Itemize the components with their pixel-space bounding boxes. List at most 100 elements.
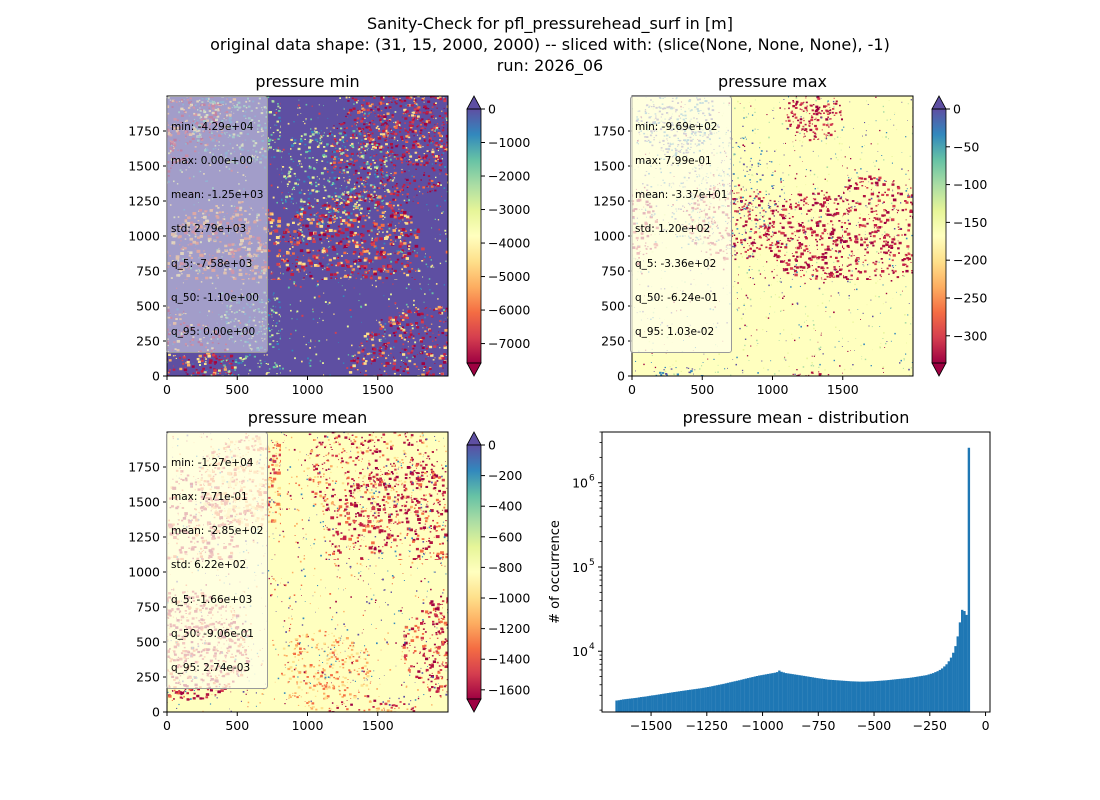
histogram-bar [887, 680, 890, 712]
histogram-bar [662, 693, 665, 712]
histogram-bar [731, 681, 734, 712]
histogram-bar [954, 646, 957, 712]
x-tick-label: 1500 [362, 718, 394, 733]
colorbar-gradient [932, 109, 946, 363]
histogram-bar [746, 678, 750, 712]
colorbar-frame [466, 444, 482, 700]
colorbar-tick-label: −100 [953, 177, 987, 192]
histogram-bar [677, 691, 681, 712]
histogram-y-tick-label: 10 [572, 644, 588, 659]
pressure-max-x-ticks: 0 500 1000 1500 [628, 376, 859, 397]
histogram-x-tick-label: −1500 [630, 718, 672, 733]
colorbar-tick-label: 0 [488, 438, 496, 453]
colorbar-frame [931, 108, 947, 364]
histogram-y-tick-label: 10 [572, 560, 588, 575]
stat-line: q_5: -3.36e+02 [635, 257, 717, 270]
y-tick-label: 500 [136, 635, 160, 650]
colorbar-tick-label: −200 [488, 468, 522, 483]
y-tick-label: 750 [136, 600, 160, 615]
histogram-bar [688, 689, 692, 712]
histogram-bar [749, 677, 752, 712]
histogram-bar [657, 694, 661, 712]
histogram-bar [965, 614, 968, 712]
colorbar-tick-label: −4000 [488, 236, 530, 251]
histogram-bar [851, 681, 855, 712]
histogram-bar [882, 680, 886, 712]
histogram-bar [713, 685, 716, 712]
histogram-bar [891, 679, 895, 712]
histogram-bar [956, 636, 959, 712]
histogram-bar [811, 677, 814, 712]
histogram-bar [867, 681, 870, 712]
histogram-x-ticks: −1500 −1250 −1000 −750 −500 −250 0 [630, 712, 990, 733]
pressure-min-x-ticks: 0 500 1000 1500 [163, 376, 394, 397]
histogram-x-tick-label: −250 [913, 718, 947, 733]
pressure-min-colorbar: 0 −1000 −2000 −3000 −4000 −5000 −6000 −7000 [466, 95, 530, 377]
histogram-bar [720, 684, 723, 712]
histogram-bar [630, 698, 634, 712]
colorbar-tick-label: −2000 [488, 169, 530, 184]
histogram-bar [807, 676, 810, 712]
x-tick-label: 500 [225, 382, 249, 397]
histogram-bar [762, 674, 765, 712]
stat-line: q_50: -1.10e+00 [171, 291, 259, 304]
histogram-bar [920, 675, 924, 712]
histogram-bar [639, 697, 643, 712]
x-tick-label: 500 [690, 382, 714, 397]
histogram-y-tick-exponent: 5 [589, 558, 595, 568]
colorbar-tick-label: −400 [488, 499, 522, 514]
histogram-bar [738, 680, 741, 712]
histogram-bar [816, 678, 819, 712]
histogram-bar [617, 700, 620, 712]
histogram-x-tick-label: −750 [801, 718, 835, 733]
histogram-bar [909, 677, 913, 712]
histogram-x-tick-label: −1000 [741, 718, 783, 733]
histogram-bar [967, 447, 971, 712]
histogram-bar [733, 681, 736, 712]
histogram-bar [780, 671, 783, 712]
x-tick-label: 0 [163, 382, 171, 397]
colorbar-tick-label: −1400 [488, 652, 530, 667]
y-tick-label: 0 [152, 369, 160, 384]
stat-line: q_50: -6.24e-01 [635, 291, 718, 304]
histogram-bar [958, 622, 962, 712]
histogram-bar [695, 688, 699, 712]
histogram-bar [682, 690, 685, 712]
y-tick-label: 1750 [593, 124, 625, 139]
stat-line: std: 2.79e+03 [171, 223, 247, 236]
histogram-bar [842, 680, 846, 712]
y-tick-label: 1250 [128, 194, 160, 209]
x-tick-label: 0 [628, 382, 636, 397]
stat-line: q_5: -7.58e+03 [171, 257, 253, 270]
y-tick-label: 1000 [128, 229, 160, 244]
y-tick-label: 750 [136, 264, 160, 279]
histogram-bar [862, 681, 866, 712]
histogram-bar [829, 679, 832, 712]
histogram-bar [918, 676, 922, 712]
histogram-bar [700, 688, 703, 712]
histogram-bar [760, 675, 763, 712]
histogram-bar [702, 687, 705, 712]
histogram-bar [717, 684, 721, 712]
colorbar-tick-label: −600 [488, 529, 522, 544]
histogram-bar [804, 676, 808, 712]
histogram-bar [706, 687, 710, 712]
histogram-bar [871, 681, 875, 712]
histogram-bar [813, 677, 817, 712]
colorbar-gradient [467, 445, 481, 699]
histogram-bar [755, 676, 759, 712]
panel-title-pressure-min: pressure min [255, 72, 360, 91]
pressure-mean-colorbar: 0 −200 −400 −600 −800 −1000 −1200 −1400 −1600 [466, 431, 530, 713]
histogram-bar [626, 698, 629, 712]
histogram-bar [744, 678, 748, 712]
colorbar-extend-bottom [466, 362, 482, 377]
y-tick-label: 1000 [128, 565, 160, 580]
colorbar-tick-label: −1000 [488, 591, 530, 606]
histogram-bar [903, 678, 906, 712]
stat-line: mean: -1.25e+03 [171, 189, 264, 202]
histogram-bar [633, 698, 636, 712]
x-tick-label: 1000 [292, 382, 324, 397]
histogram-bar [624, 699, 627, 712]
histogram-bar [684, 690, 687, 712]
histogram-bar [764, 674, 768, 712]
